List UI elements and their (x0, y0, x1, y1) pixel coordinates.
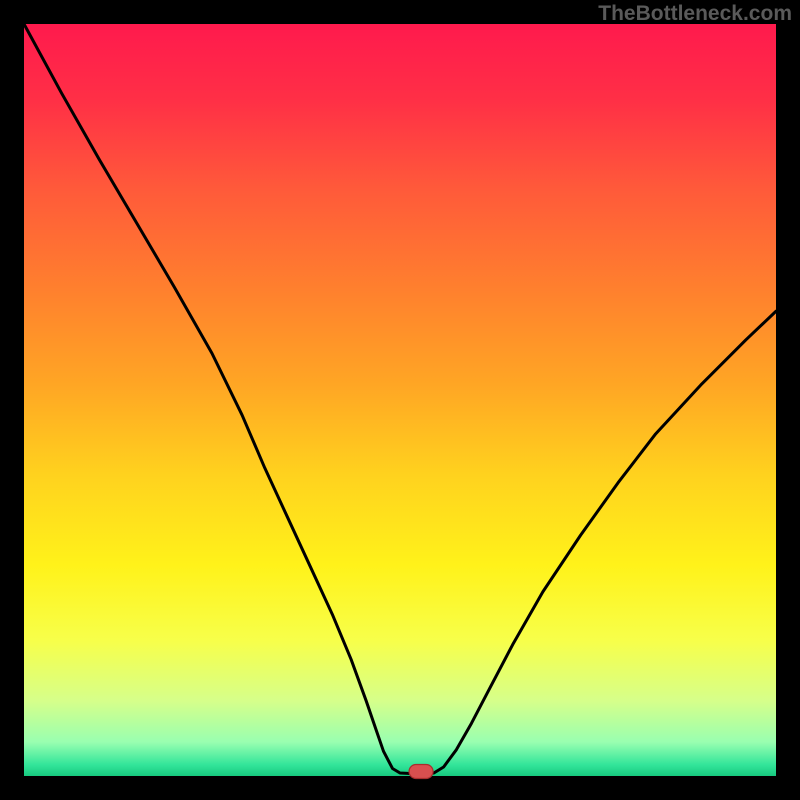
bottleneck-chart (0, 0, 800, 800)
watermark-text: TheBottleneck.com (598, 2, 792, 26)
chart-frame: TheBottleneck.com (0, 0, 800, 800)
minimum-marker (409, 764, 433, 778)
plot-background (24, 24, 776, 776)
